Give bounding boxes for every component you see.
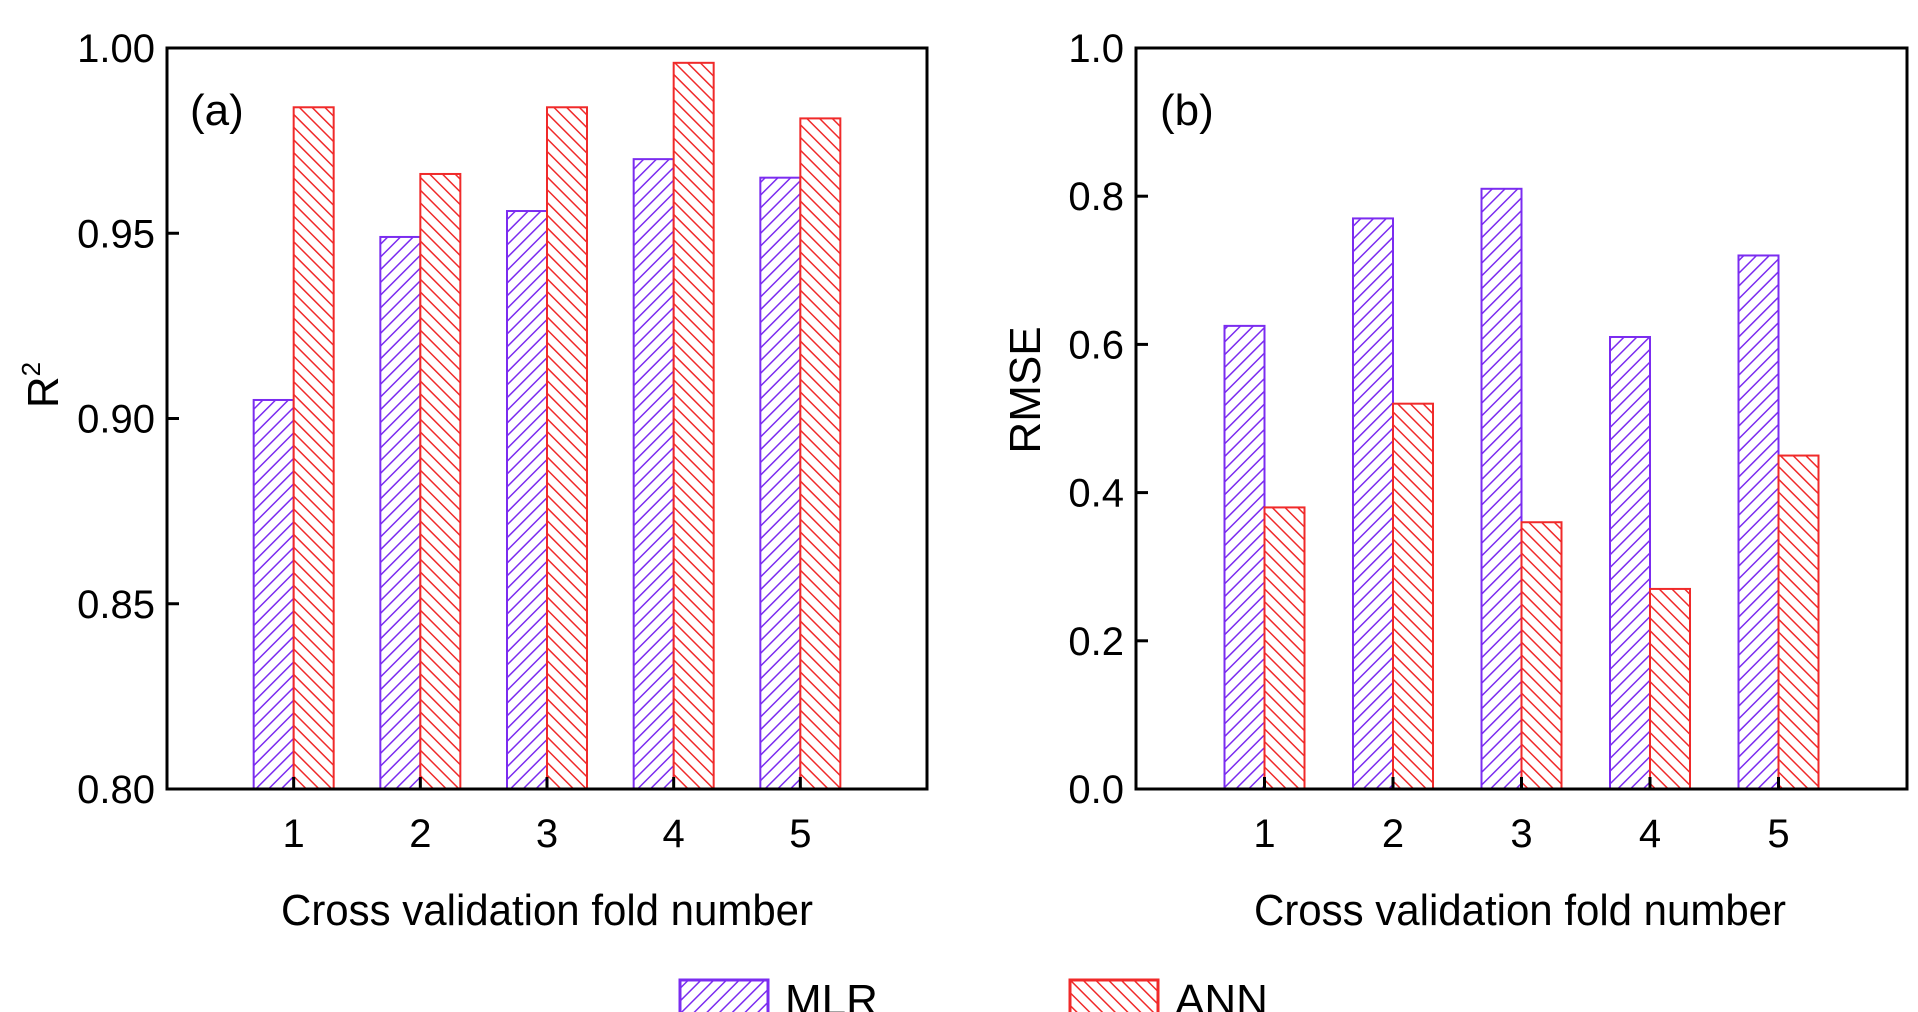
y-tick-label: 0.85 — [77, 583, 155, 627]
bar-mlr-fold-3 — [1480, 187, 1523, 791]
bar-mlr-fold-5 — [759, 176, 802, 791]
chart-panel-b: 0.0 0.2 0.4 0.6 0.8 1.0 1 2 3 4 5 (b) RMSE Cross … — [1001, 27, 1909, 935]
x-axis-label-a: Cross validation fold number — [281, 886, 813, 935]
y-tick-label: 0.0 — [1068, 768, 1124, 812]
x-tick-label: 2 — [1382, 812, 1404, 856]
y-axis-label-a: R2 — [16, 362, 68, 408]
x-tick-label: 3 — [1510, 812, 1532, 856]
bar-mlr-fold-2 — [379, 235, 422, 790]
y-axis-label-b: RMSE — [1001, 326, 1050, 453]
y-tick-label: 0.95 — [77, 212, 155, 256]
y-tick-label: 0.2 — [1068, 620, 1124, 664]
x-tick-label: 4 — [663, 812, 685, 856]
y-axis-b: 0.0 0.2 0.4 0.6 0.8 1.0 — [1068, 27, 1148, 812]
y-tick-label: 0.4 — [1068, 472, 1124, 516]
x-tick-label: 5 — [1767, 812, 1789, 856]
x-axis-a: 1 2 3 4 5 — [283, 777, 811, 856]
bar-ann-fold-3 — [1520, 521, 1563, 790]
legend-item-ann: ANN — [1068, 976, 1268, 1012]
x-tick-label: 5 — [789, 812, 811, 856]
y-tick-label: 0.8 — [1068, 175, 1124, 219]
y-axis-a: 0.80 0.85 0.90 0.95 1.00 — [77, 27, 179, 812]
y-tick-label: 1.00 — [77, 27, 155, 71]
bar-mlr-fold-4 — [1609, 335, 1651, 790]
legend-swatch-mlr — [678, 978, 770, 1012]
legend: MLR ANN — [678, 976, 1268, 1012]
y-tick-label: 0.6 — [1068, 323, 1124, 367]
x-axis-label-b: Cross validation fold number — [1254, 886, 1786, 935]
legend-swatch-ann — [1068, 978, 1160, 1012]
x-axis-b: 1 2 3 4 5 — [1253, 777, 1790, 856]
bar-mlr-fold-5 — [1737, 254, 1780, 791]
bar-ann-fold-1 — [292, 106, 335, 790]
bar-ann-fold-3 — [546, 106, 588, 790]
y-axis-label-a-superscript: 2 — [16, 362, 46, 376]
x-tick-label: 1 — [283, 812, 305, 856]
panel-label-a: (a) — [190, 86, 244, 135]
bars-group-a — [252, 61, 842, 791]
bar-mlr-fold-4 — [632, 158, 675, 790]
bar-ann-fold-5 — [799, 117, 842, 790]
panel-label-b: (b) — [1160, 86, 1214, 135]
legend-label-mlr: MLR — [785, 976, 878, 1012]
bar-ann-fold-1 — [1263, 506, 1306, 790]
bars-group-b — [1223, 187, 1820, 791]
x-tick-label: 4 — [1639, 812, 1661, 856]
bar-ann-fold-4 — [1649, 587, 1691, 790]
x-tick-label: 2 — [409, 812, 431, 856]
bar-mlr-fold-1 — [1223, 324, 1266, 790]
y-tick-label: 0.80 — [77, 768, 155, 812]
y-axis-label-a-base: R — [19, 376, 68, 408]
bar-mlr-fold-2 — [1352, 217, 1394, 790]
x-tick-label: 3 — [536, 812, 558, 856]
legend-label-ann: ANN — [1175, 976, 1268, 1012]
bar-ann-fold-2 — [1392, 402, 1434, 790]
y-tick-label: 1.0 — [1068, 27, 1124, 71]
bar-ann-fold-4 — [672, 61, 715, 790]
y-tick-label: 0.90 — [77, 398, 155, 442]
bar-ann-fold-5 — [1777, 454, 1820, 790]
bar-ann-fold-2 — [419, 172, 462, 791]
legend-item-mlr: MLR — [678, 976, 878, 1012]
x-tick-label: 1 — [1253, 812, 1275, 856]
bar-mlr-fold-3 — [506, 210, 548, 790]
bar-mlr-fold-1 — [252, 398, 295, 790]
